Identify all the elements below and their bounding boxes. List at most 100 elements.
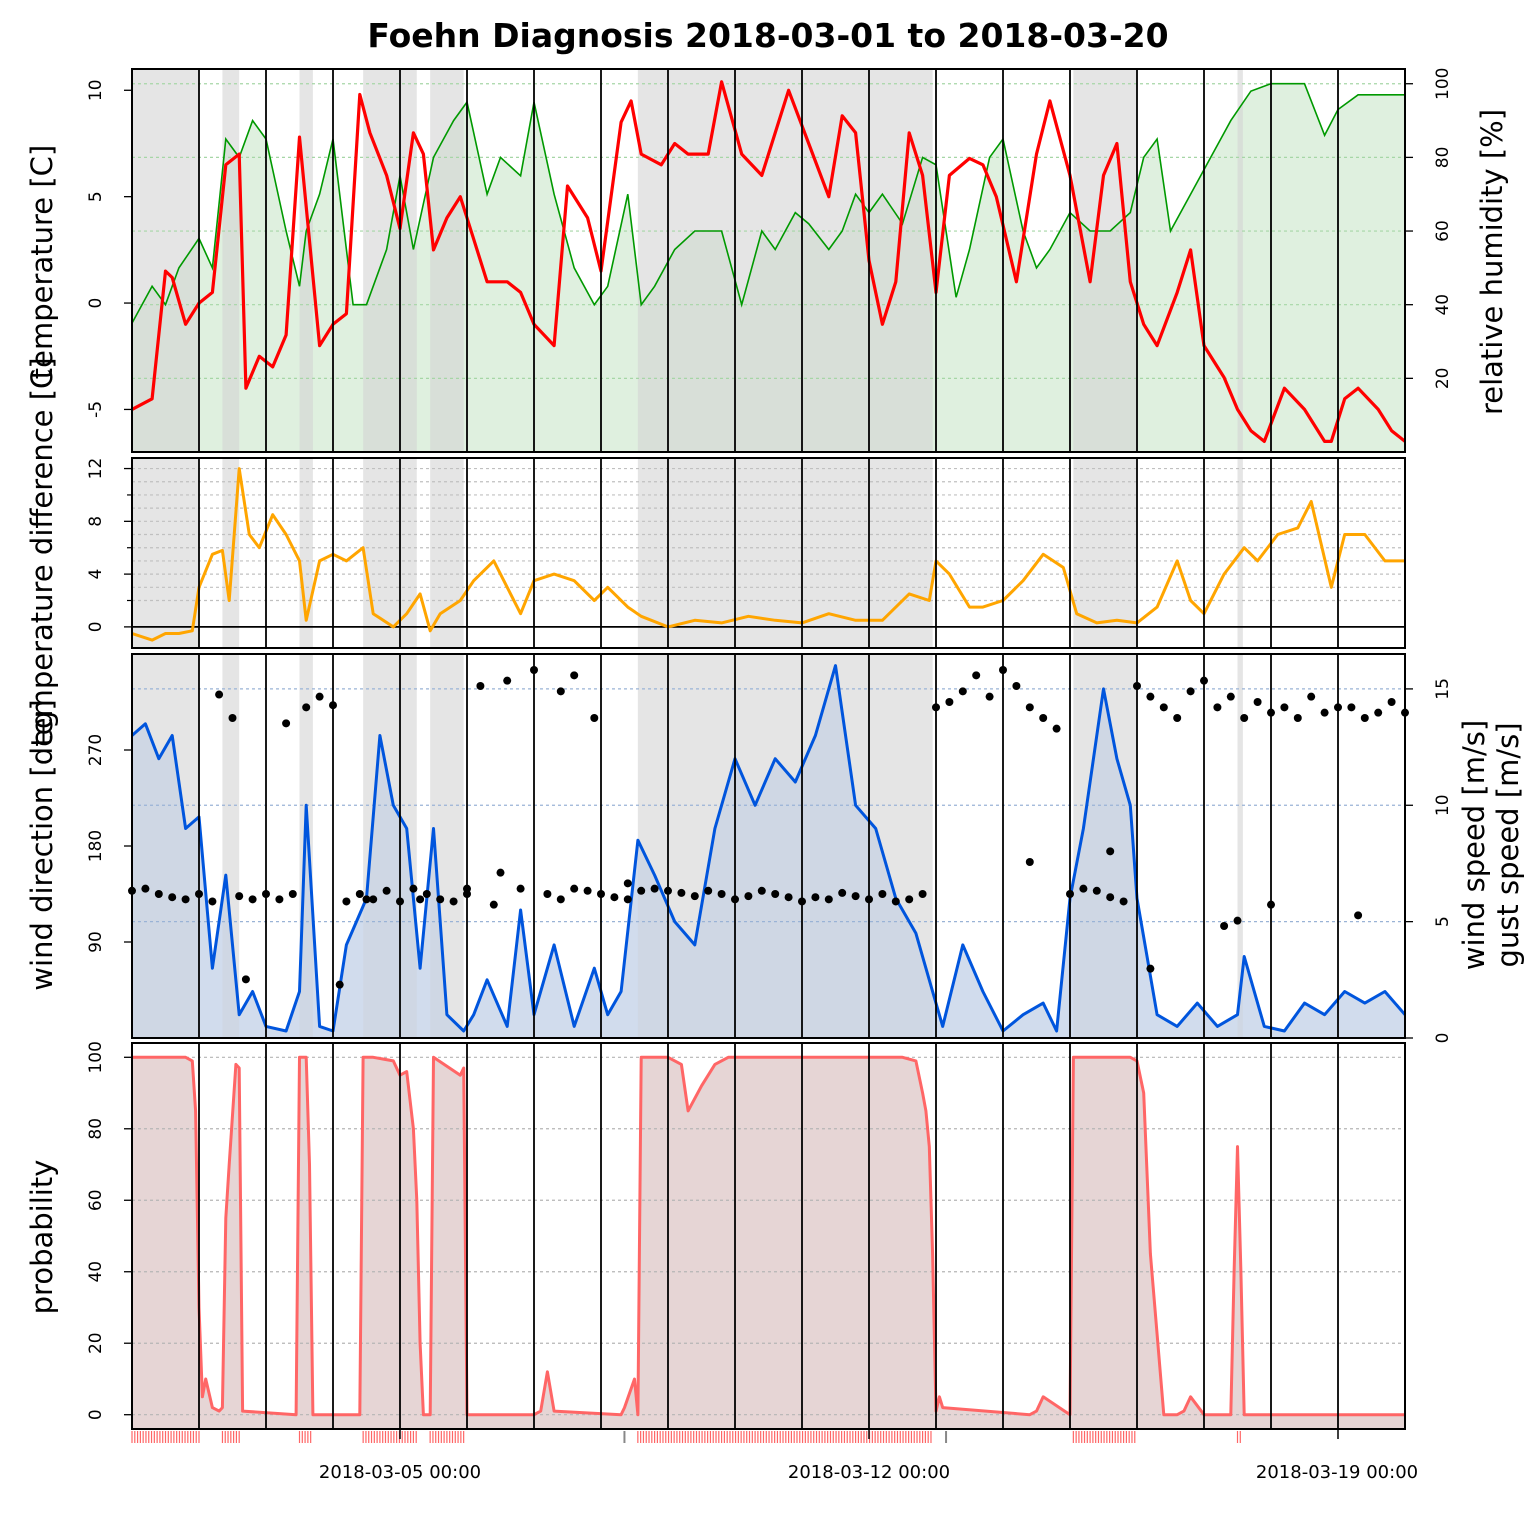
- panel-1-plot: -5 0 5 10 20 40 60 80 100: [86, 68, 1453, 453]
- panel-frame-0: [131, 68, 1406, 453]
- foehn-period-0-1: [222, 69, 240, 452]
- tempdiff-axis-tick-label-0: 0: [86, 621, 106, 632]
- wind-direction-point: [690, 892, 699, 901]
- temperature-line: [131, 80, 1406, 443]
- wind-speed-line: [131, 664, 1407, 1033]
- panel-temperature-humidity: temperature [C] relative humidity [%] -5…: [25, 68, 1509, 453]
- wind-direction-point: [1347, 703, 1356, 712]
- wind-speed-axis-tick-label-1: 5: [1433, 916, 1453, 927]
- wind-direction-point: [570, 884, 579, 893]
- wind-direction-point: [556, 687, 565, 696]
- wind-direction-point: [1025, 858, 1034, 866]
- temperature-axis-tick-label-3: 10: [86, 79, 106, 101]
- wind-direction-point: [1240, 714, 1249, 722]
- wind-direction-axis-tick-label-2: 270: [86, 734, 106, 766]
- tempdiff-axis-tick-label-2: 8: [86, 516, 106, 527]
- wind-direction-point: [1106, 847, 1115, 856]
- wind-direction-point: [757, 886, 766, 895]
- probability-area: [132, 1057, 1405, 1429]
- foehn-period-0-5: [637, 69, 933, 452]
- wind-direction-point: [489, 900, 498, 909]
- wind-direction-point: [1307, 692, 1316, 701]
- wind-direction-point: [744, 892, 753, 901]
- wind-direction-point: [543, 890, 552, 898]
- wind-direction-point: [1079, 884, 1088, 893]
- wind-direction-point: [958, 687, 967, 696]
- wind-direction-point: [302, 703, 311, 712]
- wind-direction-point: [241, 975, 250, 984]
- wind-direction-point: [824, 895, 833, 904]
- humidity-axis-tick-label-0: 20: [1433, 368, 1453, 390]
- panel-temperature-difference: temperature difference [C] 0 4 8 12: [25, 357, 1406, 747]
- panel-probability: probability 0 20 40 60 80 100: [25, 1041, 1406, 1430]
- temperature-axis-tick-label-0: -5: [86, 401, 106, 418]
- wind-direction-point: [422, 890, 431, 898]
- wind-direction-axis-tick-label-0: 90: [86, 931, 106, 953]
- foehn-period-0-0: [132, 69, 199, 452]
- wind-direction-point: [610, 893, 619, 902]
- wind-direction-point: [650, 884, 659, 893]
- tempdiff-axis-tick-label-3: 12: [86, 458, 106, 480]
- foehn-period-1-5: [637, 458, 933, 648]
- humidity-axis-tick-label-3: 80: [1433, 147, 1453, 169]
- wind-direction-point: [945, 698, 954, 706]
- wind-direction-point: [878, 890, 887, 898]
- wind-direction-point: [1092, 886, 1101, 895]
- wind-direction-axis-tick-label-1: 180: [86, 830, 106, 862]
- wind-direction-point: [637, 886, 646, 895]
- wind-direction-point: [1186, 687, 1195, 696]
- wind-direction-point: [1106, 893, 1115, 902]
- wind-direction-point: [1374, 708, 1383, 717]
- panel-frame-1: [131, 457, 1406, 649]
- wind-direction-point: [503, 676, 512, 685]
- y-axis-label-wind-speed: wind speed [m/s]: [1457, 720, 1491, 970]
- wind-direction-point: [918, 890, 927, 898]
- wind-direction-point: [1173, 714, 1182, 722]
- y-axis-label-temperature-difference: temperature difference [C]: [25, 357, 59, 746]
- wind-direction-point: [623, 879, 632, 888]
- foehn-period-0-4: [430, 69, 464, 452]
- wind-direction-point: [288, 890, 297, 898]
- wind-direction-point: [1354, 911, 1363, 920]
- wind-direction-point: [811, 893, 820, 902]
- wind-direction-point: [449, 897, 458, 906]
- wind-direction-point: [570, 671, 579, 680]
- wind-direction-point: [771, 890, 780, 898]
- wind-direction-point: [1233, 916, 1242, 925]
- foehn-period-0-6: [1073, 69, 1137, 452]
- wind-direction-point: [1293, 714, 1302, 722]
- wind-direction-point: [235, 892, 244, 901]
- y-axis-label-wind-direction: wind direction [deg]: [25, 699, 59, 990]
- wind-direction-point: [583, 886, 592, 895]
- wind-direction-point: [168, 893, 177, 902]
- wind-direction-point: [985, 692, 994, 701]
- panel-4-plot: 0 20 40 60 80 100: [86, 1041, 1406, 1430]
- x-axis: 2018-03-05 00:00 2018-03-12 00:00 2018-0…: [131, 1429, 1418, 1483]
- probability-axis-tick-label-3: 60: [86, 1189, 106, 1211]
- probability-axis-tick-label-0: 0: [86, 1409, 106, 1420]
- wind-direction-point: [1146, 692, 1155, 701]
- wind-direction-point: [141, 884, 150, 893]
- humidity-axis-tick-label-2: 60: [1433, 220, 1453, 242]
- humidity-line: [131, 82, 1405, 324]
- wind-direction-point: [342, 897, 351, 906]
- wind-direction-point: [717, 890, 726, 898]
- wind-direction-point: [436, 895, 445, 904]
- panel-frame-3: [131, 1042, 1406, 1430]
- wind-direction-point: [1012, 682, 1021, 690]
- wind-direction-point: [369, 895, 378, 904]
- temperature-axis-tick-label-2: 5: [86, 191, 106, 202]
- wind-direction-point: [496, 868, 505, 877]
- probability-line: [132, 1055, 1405, 1417]
- wind-direction-point: [382, 886, 391, 895]
- y-axis-label-relative-humidity: relative humidity [%]: [1475, 109, 1509, 415]
- foehn-period-1-0: [132, 458, 199, 648]
- wind-direction-point: [1146, 964, 1155, 973]
- temperature-axis-tick-label-1: 0: [86, 298, 106, 309]
- wind-direction-point: [1387, 698, 1396, 706]
- wind-direction-point: [704, 886, 713, 895]
- humidity-axis-tick-label-1: 40: [1433, 294, 1453, 316]
- wind-direction-point: [228, 714, 237, 722]
- wind-direction-point: [1253, 698, 1262, 706]
